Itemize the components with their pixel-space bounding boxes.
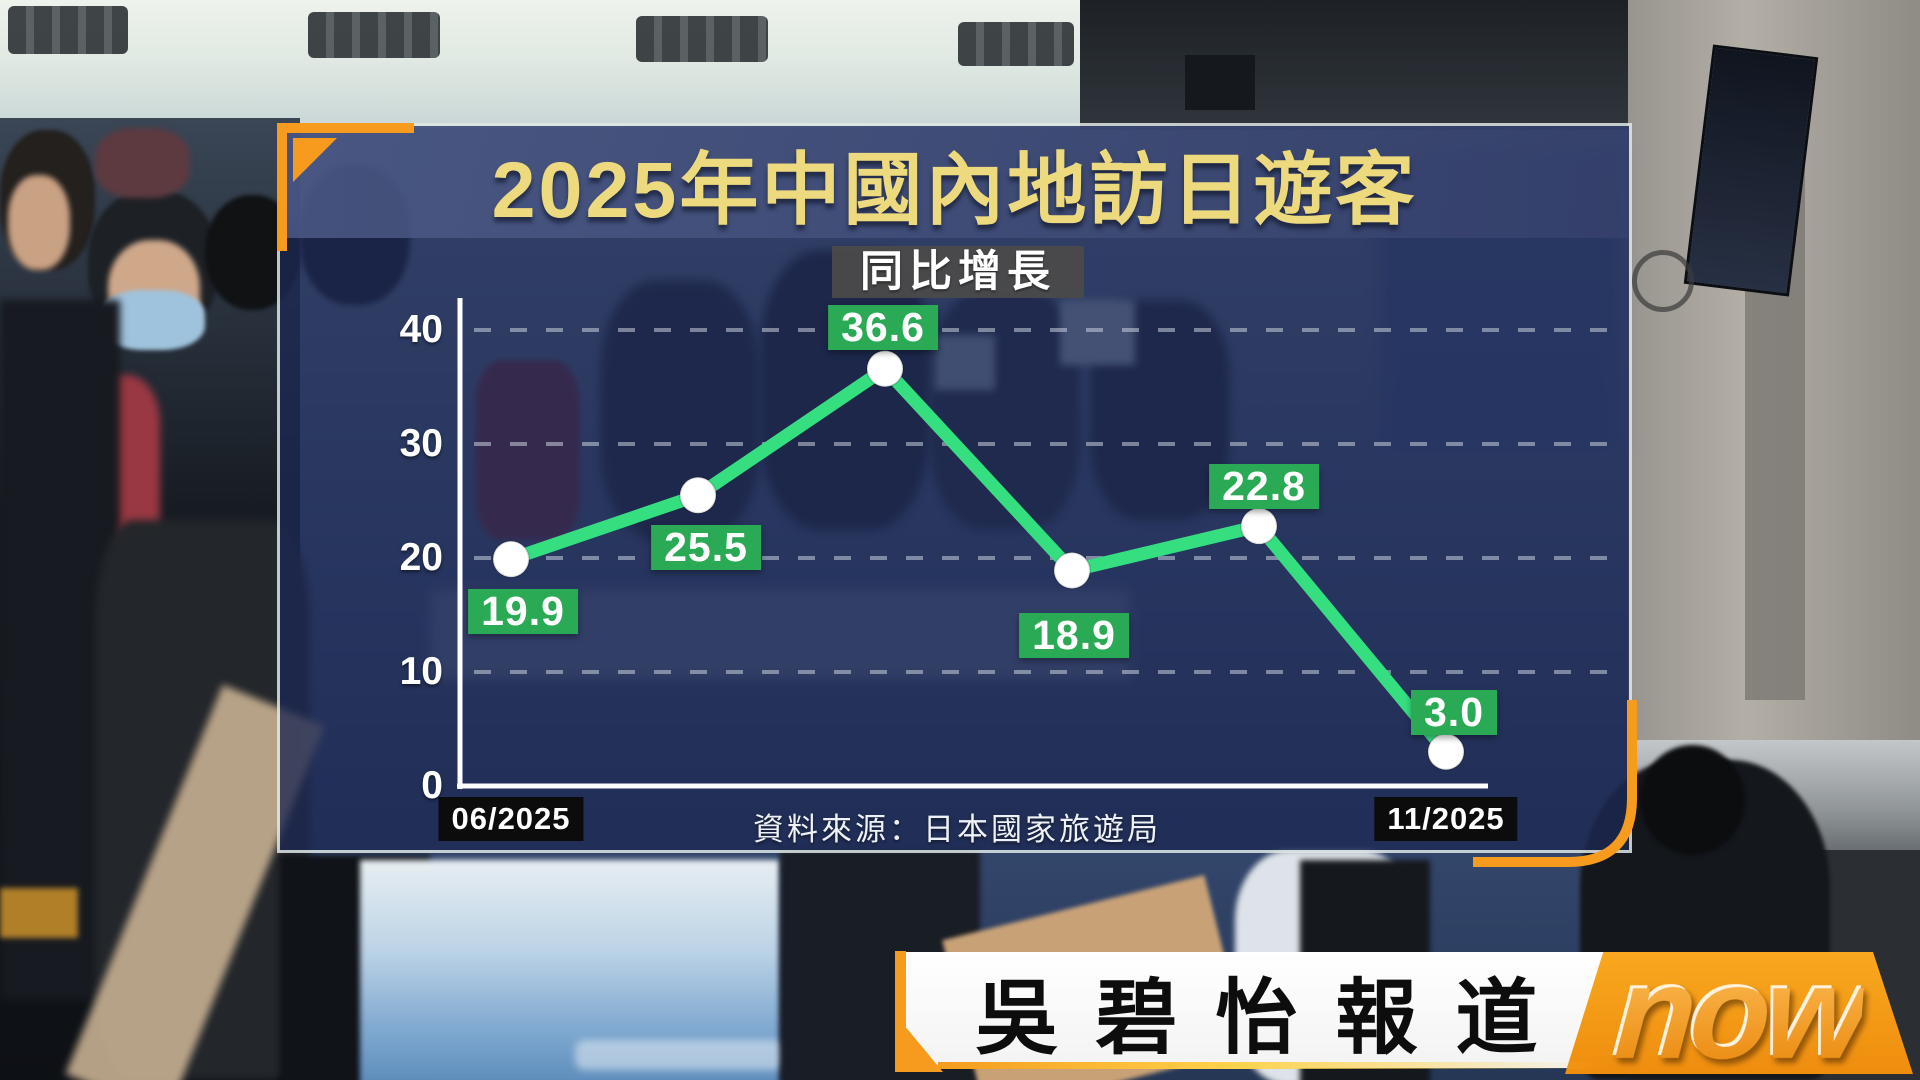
panel-title-band: 2025年中國內地訪日遊客 [280, 126, 1629, 238]
pillar-emblem [1632, 250, 1694, 312]
reporter-banner: 吳碧怡報道 [905, 952, 1608, 1068]
banner-left-accent-bar [895, 951, 906, 1037]
panel-corner-accent-left [277, 123, 287, 251]
video-watermark-blur [575, 1040, 785, 1070]
panel-title: 2025年中國內地訪日遊客 [491, 144, 1418, 234]
ceiling-vent [636, 16, 768, 62]
stanchion [0, 888, 78, 938]
person-face [8, 175, 70, 270]
ceiling-vent [958, 22, 1074, 66]
desk-monitor [360, 860, 780, 1080]
subtitle-badge: 同比增長 [832, 246, 1084, 298]
chart-panel: 2025年中國內地訪日遊客 [277, 123, 1632, 853]
panel-corner-accent-top [277, 123, 414, 133]
background-ceiling-device [1185, 55, 1255, 110]
now-logo-text: now [1610, 939, 1868, 1080]
storefront-sign [95, 128, 190, 198]
subtitle-badge-label: 同比增長 [860, 248, 1056, 296]
reporter-name: 吳碧怡報道 [975, 972, 1576, 1064]
ceiling-vent [8, 6, 128, 54]
ceiling-vent [308, 12, 440, 58]
panel-corner-triangle-icon [293, 138, 337, 182]
now-logo: now [1565, 952, 1913, 1074]
plot-background [280, 238, 1629, 850]
person-behind-banner-head [1640, 745, 1745, 855]
banner-underline-accent [938, 1062, 1600, 1069]
background-ceiling-equipment [1080, 0, 1640, 130]
